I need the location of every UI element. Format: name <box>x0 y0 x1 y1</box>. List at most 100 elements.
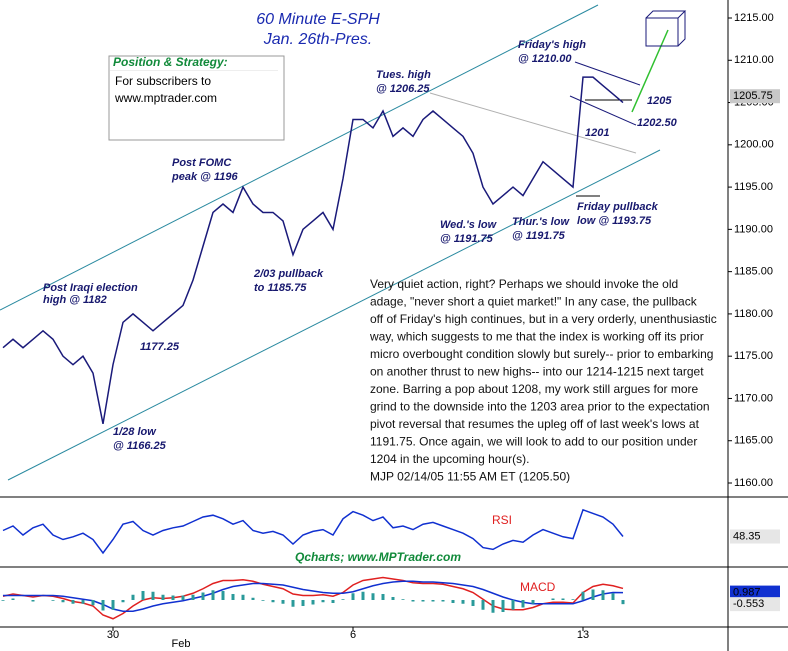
credit: Qcharts; www.MPTrader.com <box>295 550 461 564</box>
histogram-bar <box>261 600 265 601</box>
histogram-bar <box>151 591 155 600</box>
strategy-title: Position & Strategy: <box>113 55 228 69</box>
panel-title: RSI <box>492 513 512 527</box>
annotation: peak @ 1196 <box>171 171 238 183</box>
histogram-bar <box>321 600 325 603</box>
annotation: Thur.'s low <box>512 216 570 228</box>
y-tick-label: 1195.00 <box>734 181 773 193</box>
histogram-bar <box>381 594 385 600</box>
commentary-line: micro overbought condition slowly but su… <box>370 347 713 361</box>
histogram-bar <box>301 600 305 606</box>
histogram-bar <box>111 600 115 610</box>
commentary-line: on another thrust to new highs-- into ou… <box>370 365 704 379</box>
histogram-bar <box>591 589 595 600</box>
histogram-bar <box>271 600 275 603</box>
histogram-bar <box>11 598 15 600</box>
y-tick-label: 1185.00 <box>734 266 773 278</box>
annotation: @ 1166.25 <box>113 440 167 452</box>
channel-line <box>7 149 661 481</box>
x-tick-label: 13 <box>577 629 589 641</box>
last-value-label: 48.35 <box>733 530 761 542</box>
last-value-label: 1205.75 <box>733 90 773 102</box>
histogram-bar <box>71 600 75 604</box>
histogram-bar <box>471 600 475 606</box>
x-tick-label: 6 <box>350 629 356 641</box>
histogram-bar <box>431 600 435 602</box>
commentary-line: zone. Barring a pop about 1208, my work … <box>370 382 698 396</box>
histogram-bar <box>441 600 445 602</box>
y-tick-label: 1160.00 <box>734 477 773 489</box>
histogram-bar <box>61 600 65 603</box>
annotation: Friday pullback <box>577 201 659 213</box>
histogram-bar <box>171 595 175 600</box>
histogram-bar <box>181 595 185 600</box>
histogram-bar <box>561 598 565 600</box>
commentary-line: grind to the downside into the 1203 area… <box>370 400 710 414</box>
data-line <box>3 580 624 612</box>
histogram-bar <box>51 600 55 601</box>
histogram-bar <box>461 600 465 604</box>
trend-line <box>574 61 641 86</box>
last-value-box <box>730 597 780 612</box>
histogram-bar <box>161 594 165 600</box>
histogram-bar <box>621 600 625 605</box>
histogram-bar <box>221 591 225 600</box>
last-value-label: -0.553 <box>733 598 764 610</box>
annotation: low @ 1193.75 <box>577 215 652 227</box>
x-tick-label: 30 <box>107 629 119 641</box>
histogram-bar <box>481 600 485 610</box>
projection-line <box>631 29 669 113</box>
histogram-bar <box>511 600 515 610</box>
data-line <box>2 76 624 424</box>
commentary-line: 1191.75. Once again, we will look to add… <box>370 435 697 449</box>
target-box <box>645 10 687 47</box>
histogram-bar <box>211 590 215 600</box>
y-tick-label: 1165.00 <box>734 435 773 447</box>
y-tick-label: 1175.00 <box>734 350 773 362</box>
y-tick-label: 1215.00 <box>734 12 774 24</box>
strategy-line: www.mptrader.com <box>114 91 217 105</box>
last-value-box <box>730 529 780 544</box>
histogram-bar <box>501 600 505 612</box>
annotation: @ 1210.00 <box>518 53 572 65</box>
histogram-bar <box>1 600 5 601</box>
annotation: 1/28 low <box>113 426 157 438</box>
histogram-bar <box>81 600 85 604</box>
histogram-bar <box>361 591 365 600</box>
histogram-bar <box>191 594 195 600</box>
commentary-line: MJP 02/14/05 11:55 AM ET (1205.50) <box>370 470 570 484</box>
last-value-box <box>730 585 780 600</box>
annotation: @ 1191.75 <box>440 233 494 245</box>
histogram-bar <box>101 600 105 611</box>
histogram-bar <box>371 593 375 600</box>
histogram-bar <box>291 600 295 607</box>
histogram-bar <box>491 600 495 613</box>
histogram-bar <box>571 599 575 600</box>
y-tick-label: 1190.00 <box>734 223 773 235</box>
last-value-label: 0.987 <box>733 587 761 599</box>
commentary-line: Very quiet action, right? Perhaps we sho… <box>370 277 678 291</box>
histogram-bar <box>231 594 235 600</box>
commentary-line: way, which suggests to me that the index… <box>369 330 704 344</box>
annotation: Wed.'s low <box>440 219 498 231</box>
histogram-bar <box>601 590 605 600</box>
annotation: Post FOMC <box>172 157 232 169</box>
annotation: 1205 <box>647 95 672 107</box>
annotation: 1201 <box>585 127 609 139</box>
chart-subtitle: Jan. 26th-Pres. <box>263 31 373 48</box>
histogram-bar <box>31 600 35 602</box>
y-tick-label: 1180.00 <box>734 308 773 320</box>
x-month-label: Feb <box>172 638 191 650</box>
last-value-box <box>730 89 780 104</box>
histogram-bar <box>351 593 355 600</box>
annotation: Post Iraqi election <box>43 282 138 294</box>
histogram-bar <box>411 600 415 602</box>
annotation: @ 1206.25 <box>376 83 430 95</box>
data-line <box>2 576 624 620</box>
histogram-bar <box>551 598 555 600</box>
annotation: 2/03 pullback <box>253 268 324 280</box>
histogram-bar <box>201 592 205 600</box>
chart-title: 60 Minute E-SPH <box>256 11 380 28</box>
histogram-bar <box>241 594 245 600</box>
